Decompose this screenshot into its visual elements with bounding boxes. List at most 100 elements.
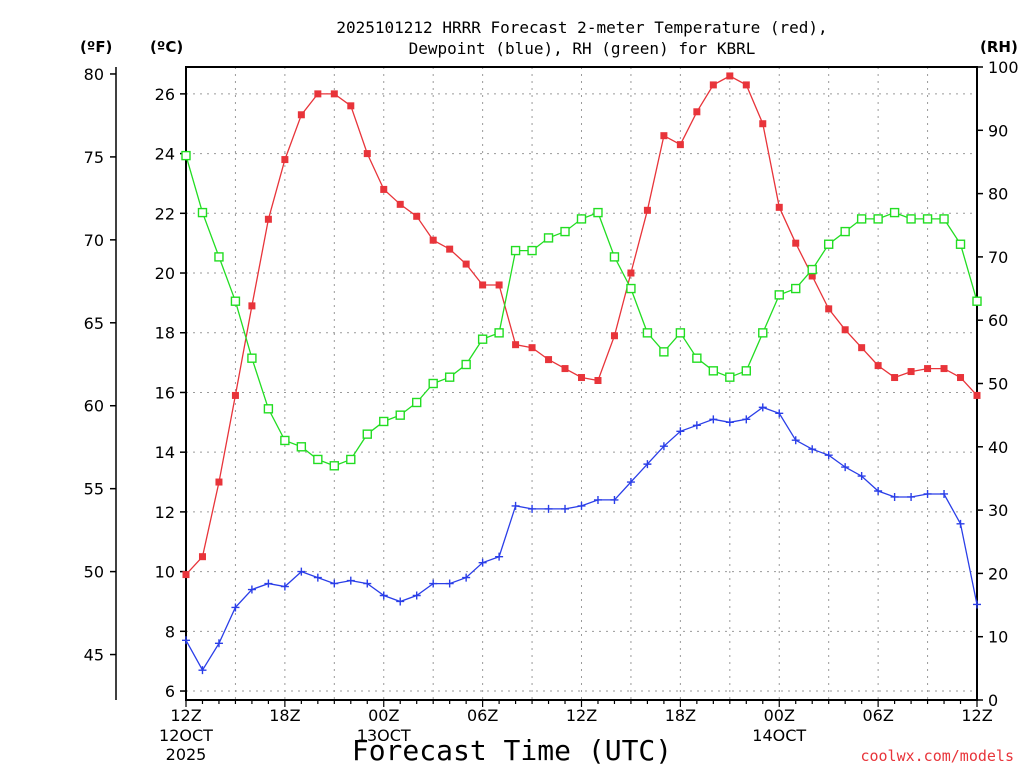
temperature-point-8 bbox=[314, 90, 322, 98]
temperature-point-45 bbox=[924, 365, 932, 373]
dewpoint-point-43 bbox=[890, 492, 899, 501]
celsius-tick-label-9: 24 bbox=[155, 145, 175, 164]
dewpoint-point-21 bbox=[528, 504, 537, 513]
rh-point-28 bbox=[642, 328, 653, 338]
dewpoint-point-10 bbox=[346, 576, 355, 585]
rh-point-24 bbox=[576, 214, 587, 224]
fahrenheit-unit-label: (ºF) bbox=[80, 38, 112, 56]
rh-point-48 bbox=[972, 296, 982, 306]
dewpoint-point-15 bbox=[429, 579, 438, 588]
temperature-point-0 bbox=[182, 571, 190, 579]
dewpoint-point-8 bbox=[313, 573, 322, 582]
fahrenheit-tick-label-7: 80 bbox=[84, 65, 104, 84]
rh-point-23 bbox=[560, 226, 570, 237]
date-label-6: 14OCT bbox=[752, 726, 806, 745]
temperature-point-42 bbox=[874, 362, 882, 370]
rh-tick-label-0: 0 bbox=[988, 691, 998, 710]
rh-point-32 bbox=[708, 366, 719, 376]
rh-point-5 bbox=[263, 404, 274, 414]
celsius-tick-label-5: 16 bbox=[155, 383, 175, 402]
temperature-point-38 bbox=[808, 272, 816, 280]
rh-series bbox=[181, 150, 982, 471]
dewpoint-point-17 bbox=[462, 573, 471, 582]
temperature-point-40 bbox=[841, 326, 849, 334]
time-tick-label-2: 00Z bbox=[368, 706, 399, 725]
rh-point-44 bbox=[906, 214, 916, 224]
rh-tick-label-6: 60 bbox=[988, 311, 1008, 330]
temperature-point-11 bbox=[363, 150, 371, 158]
rh-point-26 bbox=[609, 252, 620, 262]
dewpoint-point-25 bbox=[593, 495, 602, 504]
temperature-point-9 bbox=[330, 90, 338, 98]
rh-point-30 bbox=[675, 328, 686, 338]
temperature-point-37 bbox=[792, 239, 800, 247]
celsius-tick-label-0: 6 bbox=[165, 682, 175, 701]
fahrenheit-tick-label-0: 45 bbox=[84, 646, 104, 665]
rh-point-8 bbox=[313, 454, 323, 465]
rh-point-37 bbox=[791, 283, 801, 294]
temperature-point-33 bbox=[726, 72, 734, 80]
dewpoint-point-5 bbox=[264, 579, 273, 588]
temperature-line bbox=[185, 75, 978, 576]
temperature-point-13 bbox=[396, 200, 404, 208]
temperature-point-15 bbox=[429, 236, 437, 244]
dewpoint-point-32 bbox=[709, 415, 718, 424]
fahrenheit-axis: 45 50 55 60 65 70 75 80 bbox=[84, 65, 117, 700]
dewpoint-point-48 bbox=[973, 600, 981, 609]
dewpoint-point-19 bbox=[495, 552, 504, 561]
celsius-tick-label-3: 12 bbox=[155, 503, 175, 522]
rh-point-0 bbox=[181, 150, 191, 161]
rh-tick-label-3: 30 bbox=[988, 501, 1008, 520]
rh-tick-label-9: 90 bbox=[988, 121, 1008, 140]
rh-point-19 bbox=[494, 328, 504, 338]
rh-point-40 bbox=[840, 226, 850, 237]
fahrenheit-tick-label-1: 50 bbox=[84, 563, 104, 582]
dewpoint-point-16 bbox=[445, 579, 454, 588]
dewpoint-point-24 bbox=[577, 501, 586, 510]
fahrenheit-tick-label-2: 55 bbox=[84, 480, 104, 499]
temperature-point-27 bbox=[627, 269, 635, 277]
rh-point-43 bbox=[889, 207, 900, 218]
temperature-point-1 bbox=[198, 553, 206, 561]
time-tick-label-0: 12Z bbox=[170, 706, 201, 725]
rh-point-21 bbox=[527, 245, 537, 256]
temperature-point-20 bbox=[512, 341, 520, 349]
rh-point-9 bbox=[329, 461, 340, 471]
chart-title-line-1: 2025101212 HRRR Forecast 2-meter Tempera… bbox=[336, 18, 827, 37]
rh-point-12 bbox=[379, 416, 389, 427]
rh-point-13 bbox=[395, 410, 405, 420]
rh-point-29 bbox=[659, 347, 669, 357]
celsius-axis: 6 8 10 12 14 16 18 20 22 24 26 bbox=[155, 85, 186, 701]
rh-tick-label-2: 20 bbox=[988, 564, 1008, 583]
temperature-point-24 bbox=[578, 374, 585, 382]
rh-point-1 bbox=[197, 207, 208, 218]
dewpoint-point-12 bbox=[379, 591, 388, 600]
dewpoint-point-11 bbox=[363, 579, 372, 588]
dewpoint-point-30 bbox=[676, 427, 685, 436]
dewpoint-point-23 bbox=[561, 504, 570, 513]
celsius-tick-label-7: 20 bbox=[155, 264, 175, 283]
rh-point-15 bbox=[428, 378, 438, 389]
dewpoint-point-14 bbox=[412, 591, 421, 600]
rh-tick-label-5: 50 bbox=[988, 375, 1008, 394]
temperature-point-43 bbox=[891, 374, 899, 382]
rh-point-2 bbox=[214, 252, 224, 262]
dewpoint-point-27 bbox=[626, 478, 635, 487]
temperature-point-12 bbox=[380, 185, 388, 193]
rh-point-45 bbox=[922, 214, 933, 224]
temperature-point-32 bbox=[709, 81, 717, 89]
temperature-series bbox=[182, 72, 981, 579]
credit-text: coolwx.com/models bbox=[860, 747, 1014, 765]
celsius-tick-label-6: 18 bbox=[155, 324, 175, 343]
temperature-point-41 bbox=[858, 344, 866, 352]
dewpoint-point-22 bbox=[544, 504, 553, 513]
celsius-unit-label: (ºC) bbox=[150, 38, 183, 56]
rh-point-10 bbox=[346, 454, 356, 465]
time-tick-label-5: 18Z bbox=[665, 706, 696, 725]
dewpoint-point-26 bbox=[610, 495, 619, 504]
date-label-0: 12OCT bbox=[159, 726, 213, 745]
celsius-tick-label-10: 26 bbox=[155, 85, 175, 104]
temperature-point-5 bbox=[264, 215, 272, 223]
rh-point-14 bbox=[412, 397, 422, 408]
